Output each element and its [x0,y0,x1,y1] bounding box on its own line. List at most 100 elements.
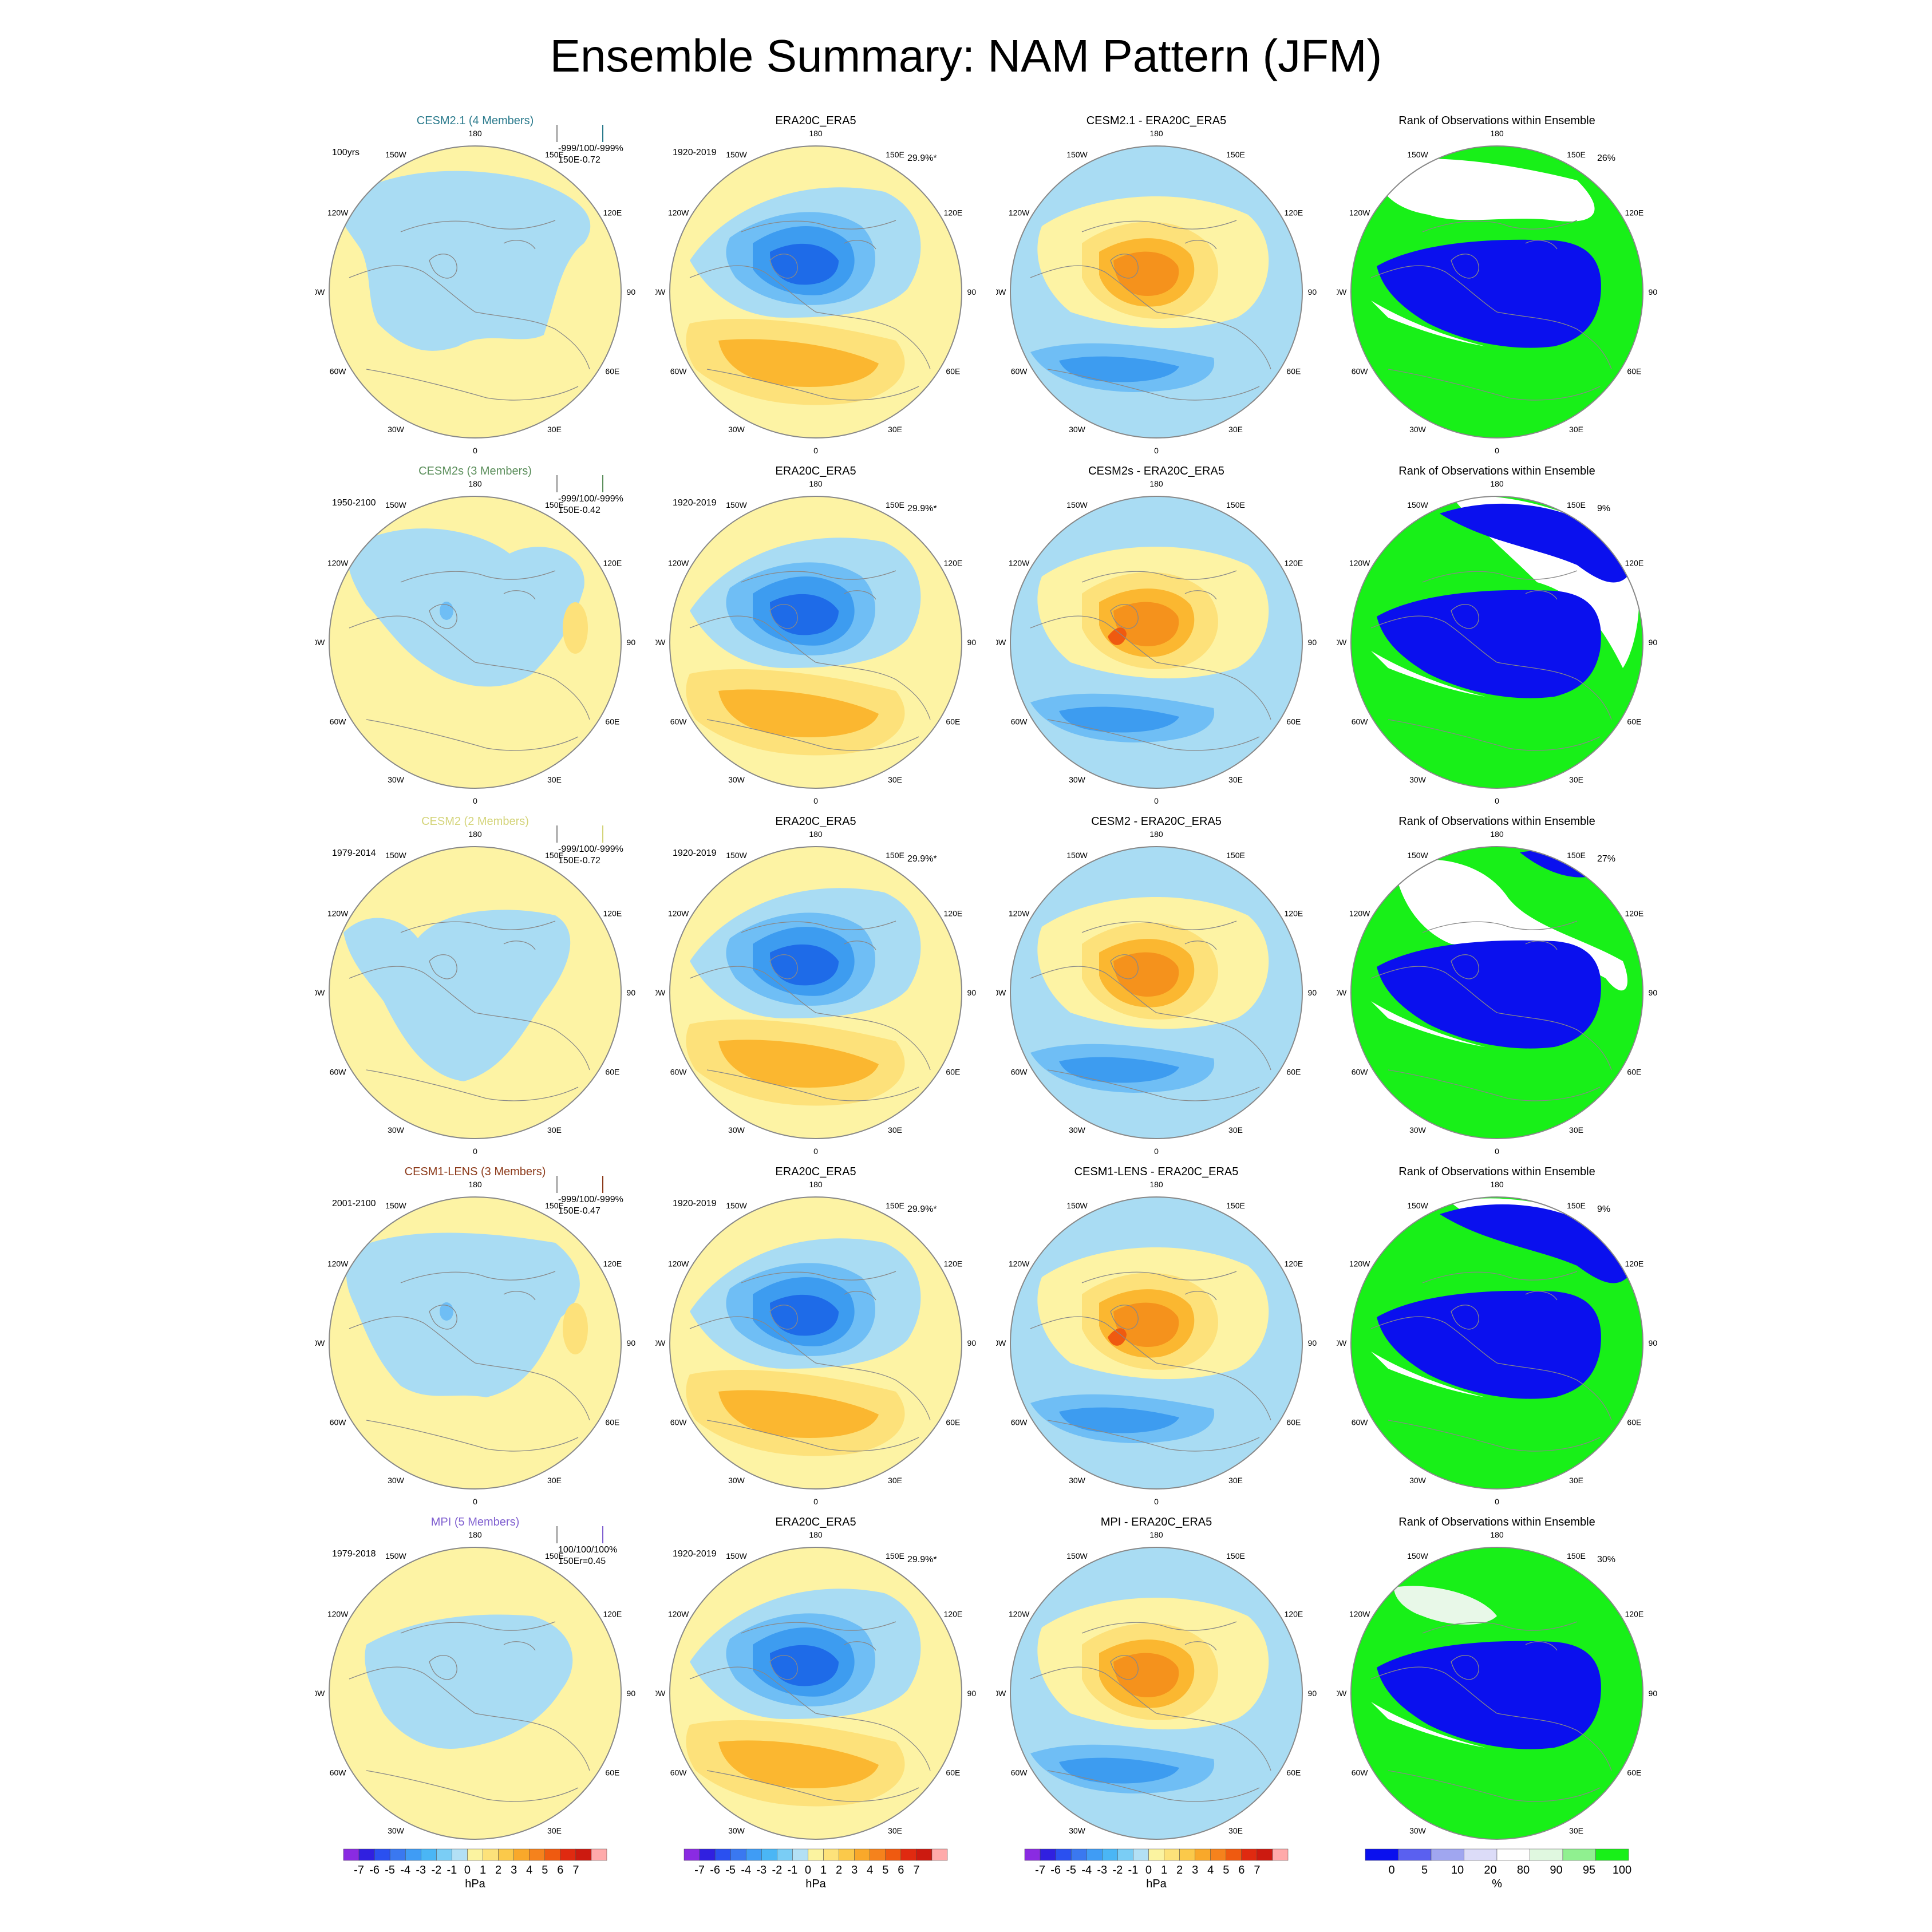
panel-rank: Rank of Observations within Ensemble 9% 18… [1337,465,1657,808]
colorbar-swatch [777,1848,793,1861]
colorbar-swatch [1148,1848,1164,1861]
longitude-label: 90E [627,988,635,997]
longitude-label: 30W [388,1826,405,1835]
rank-percent: 9% [1597,504,1611,513]
colorbar-swatch [916,1848,933,1861]
page-title: Ensemble Summary: NAM Pattern (JFM) [550,30,1382,81]
panel-title: CESM2s (3 Members) [418,465,532,477]
colorbar-tick-label: -3 [416,1864,426,1876]
longitude-label: 150E [886,1201,904,1210]
longitude-label: 30E [1228,775,1243,784]
polar-map: 180150E120E90E60E30E030W60W90W120W150W [996,1530,1317,1856]
longitude-label: 90E [1308,988,1317,997]
longitude-label: 120E [1625,208,1644,218]
colorbar-swatch [343,1848,359,1861]
longitude-label: 90E [1308,287,1317,297]
marker-tick [556,1176,558,1193]
longitude-label: 120E [603,559,622,568]
colorbar-tick-label: 95 [1583,1864,1595,1876]
panel-title: Rank of Observations within Ensemble [1398,815,1595,828]
polar-map: 180150E120E90E60E30E030W60W90W120W150W [315,1180,635,1506]
longitude-label: 60W [670,717,688,726]
longitude-label: 120E [603,208,622,218]
longitude-label: 90W [655,287,666,297]
longitude-label: 30W [728,1476,745,1485]
colorbar-tick-label: -5 [385,1864,395,1876]
longitude-label: 0 [813,1147,818,1156]
longitude-label: 30E [888,1125,902,1135]
longitude-label: 150E [545,150,564,159]
longitude-label: 180 [1490,1180,1504,1189]
longitude-label: 90E [1308,1338,1317,1348]
colorbar-swatch [870,1848,886,1861]
stat-text: 100/100/100% 150Er=0.45 [558,1544,617,1567]
longitude-label: 150W [1066,851,1088,860]
panel-obs: ERA20C_ERA5 1920-2019 29.9%* 180 150E 120E 90E… [655,1165,976,1509]
longitude-label: 30W [1069,1476,1086,1485]
longitude-label: 30E [1569,425,1583,434]
longitude-label: 60W [670,367,688,376]
polar-map: 180150E120E90E60E30E030W60W90W120W150W [996,479,1317,805]
longitude-label: 30E [888,775,902,784]
longitude-label: 150W [1407,851,1428,860]
stat-line: -999/100/-999% [558,1195,623,1204]
colorbar-tick-label: -2 [772,1864,782,1876]
colorbar-tick-label: 90 [1550,1864,1562,1876]
colorbar-swatch [452,1848,468,1861]
longitude-label: 0 [813,446,818,455]
longitude-label: 30W [728,775,745,784]
longitude-label: 60E [1286,367,1301,376]
colorbar-unit: hPa [1146,1878,1167,1890]
polar-map: 180150E120E90E60E30E030W60W90W120W150W [1337,1530,1657,1856]
colorbar-tick-label: 0 [464,1864,471,1876]
longitude-label: 180 [809,1180,823,1189]
polar-map: 180150E120E90E60E30E030W60W90W120W150W [315,829,635,1156]
colorbar: 0 5 10 20 80 90 95 100% [1360,1846,1634,1901]
longitude-label: 90W [996,287,1006,297]
longitude-label: 30W [1069,1826,1086,1835]
panel-title: ERA20C_ERA5 [775,465,856,477]
colorbar-svg: -7 -6 -5 -4 -3 -2 -1 0 1 2 3 4 5 6 7 hPa [683,1848,948,1890]
longitude-label: 90W [1337,638,1347,647]
colorbar-swatch [885,1848,902,1861]
longitude-label: 120E [944,1610,963,1619]
colorbar-tick-label: -2 [1112,1864,1123,1876]
colorbar-swatch [714,1848,731,1861]
longitude-label: 150W [1407,150,1428,159]
rank-percent: 27% [1597,854,1616,864]
colorbar-tick-label: -6 [710,1864,720,1876]
longitude-label: 90W [655,638,666,647]
colorbar-swatch [1365,1848,1398,1861]
colorbar-tick-label: -1 [1128,1864,1139,1876]
colorbar-unit: % [1492,1878,1502,1890]
longitude-label: 30W [728,425,745,434]
colorbar-tick-label: -6 [369,1864,380,1876]
longitude-label: 60W [1011,1768,1028,1777]
period-label: 1950-2100 [332,498,376,508]
longitude-label: 30E [888,425,902,434]
colorbar-tick-label: -3 [1097,1864,1107,1876]
colorbar-swatch [1102,1848,1118,1861]
panel-diff: CESM2s - ERA20C_ERA5 180 150E 120E 90E 60E 30E… [996,465,1317,808]
longitude-label: 120E [944,208,963,218]
longitude-label: 150E [886,851,904,860]
longitude-label: 90W [1337,1689,1347,1698]
period-label: 100yrs [332,148,360,157]
colorbar-swatch [358,1848,375,1861]
colorbar-swatch [1530,1848,1563,1861]
polar-map: 180150E120E90E60E30E030W60W90W120W150W [1337,829,1657,1156]
panel-obs: ERA20C_ERA5 1920-2019 29.9%* 180 150E 120E 90E… [655,465,976,808]
longitude-label: 180 [1149,1180,1163,1189]
colorbar-swatch [529,1848,546,1861]
longitude-label: 90E [967,988,976,997]
longitude-label: 90E [1649,988,1657,997]
panel-diff: CESM2.1 - ERA20C_ERA5 180 150E 120E 90E 60E 30… [996,114,1317,458]
period-label: 1979-2014 [332,848,376,858]
colorbar-swatch [792,1848,808,1861]
colorbar-swatch [1257,1848,1273,1861]
colorbar-tick-label: -5 [725,1864,736,1876]
longitude-label: 60W [1011,717,1028,726]
longitude-label: 90W [655,988,666,997]
longitude-label: 30E [1228,1476,1243,1485]
colorbar-swatch [1398,1848,1432,1861]
